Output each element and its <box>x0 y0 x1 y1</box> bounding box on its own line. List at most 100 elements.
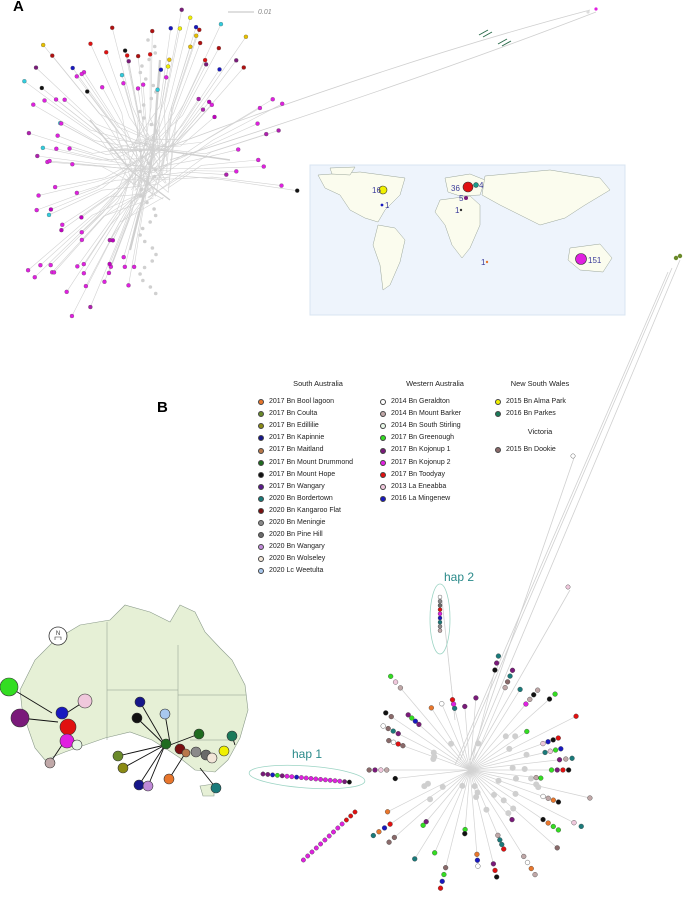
internal-node <box>139 187 144 192</box>
branch <box>141 107 261 150</box>
chain-tip <box>352 809 358 815</box>
internal-node <box>506 745 513 752</box>
legend-label: 2017 Bn Greenough <box>391 434 455 442</box>
hap1-tip <box>284 773 290 779</box>
branch-break-marks <box>478 29 512 47</box>
map-count: 1 <box>481 258 486 267</box>
branch <box>149 54 164 146</box>
tip <box>380 723 386 729</box>
legend-south-australia: South Australia 2017 Bn Bool lagoon 2017 B… <box>258 378 378 578</box>
tip <box>409 715 415 721</box>
sample-circle <box>55 706 69 720</box>
tip <box>395 741 401 747</box>
branch <box>90 179 142 308</box>
legend-label: 2020 Bn Bordertown <box>269 494 333 502</box>
branch <box>139 69 220 173</box>
tip <box>571 820 577 826</box>
branch <box>109 171 151 265</box>
sample-circle <box>160 738 172 750</box>
tip <box>462 703 468 710</box>
internal-node <box>145 200 149 205</box>
tip <box>64 289 69 294</box>
tip <box>521 853 527 860</box>
tip <box>212 114 217 120</box>
tip <box>563 756 569 762</box>
legend-swatch <box>258 399 264 406</box>
tip <box>85 89 90 94</box>
map-count: 36 <box>451 184 460 193</box>
branch <box>469 715 577 771</box>
branch <box>128 61 156 146</box>
hap2-tip <box>437 599 443 604</box>
svg-text:N: N <box>56 631 60 637</box>
tip <box>276 128 281 133</box>
tip <box>475 863 481 869</box>
branch <box>418 724 471 771</box>
tip <box>531 692 537 698</box>
hap2-tip <box>437 624 443 629</box>
tip <box>158 67 164 72</box>
sample-circle <box>133 779 145 791</box>
legend-swatch <box>258 411 264 418</box>
tip <box>547 748 553 754</box>
tip <box>193 24 199 30</box>
hap1-tip <box>279 773 285 779</box>
tip <box>126 283 131 288</box>
chain-tip <box>335 825 341 831</box>
branch <box>167 59 206 193</box>
sample-circle <box>0 677 19 697</box>
hap2-tip <box>437 628 443 633</box>
internal-node <box>502 733 509 740</box>
tip <box>555 735 561 741</box>
legend-swatch <box>258 568 264 575</box>
legend-item: 2014 Bn South Stirling <box>380 420 490 432</box>
branch <box>133 147 156 267</box>
internal-node <box>512 790 519 797</box>
tip <box>388 714 394 720</box>
tip <box>550 737 556 743</box>
tip <box>26 130 32 136</box>
hap1-label: hap 1 <box>292 747 322 761</box>
tip <box>502 685 508 691</box>
legend-item: 2017 Bn Coulta <box>258 408 378 420</box>
branch <box>76 177 170 194</box>
legend-swatch <box>380 459 386 466</box>
map-count: 151 <box>588 256 602 265</box>
tip <box>33 65 39 70</box>
branch <box>27 187 155 271</box>
tip <box>155 87 160 92</box>
tip <box>74 190 79 196</box>
tip <box>517 686 523 693</box>
hap1-tip <box>265 772 271 777</box>
tip <box>55 133 60 138</box>
internal-node <box>151 135 156 140</box>
internal-node <box>148 220 152 224</box>
tip <box>209 102 214 108</box>
tip <box>397 685 404 691</box>
tip <box>390 728 396 734</box>
internal-node <box>521 765 528 772</box>
branch <box>42 147 140 161</box>
branch <box>140 42 201 162</box>
internal-node <box>150 259 155 263</box>
branch <box>37 155 150 167</box>
branch <box>90 43 135 185</box>
tip <box>385 725 391 732</box>
branch <box>139 123 258 177</box>
branch <box>469 769 544 820</box>
legend-label: 2017 Bn Wangary <box>269 482 325 490</box>
internal-node <box>430 756 437 763</box>
internal-node <box>149 96 154 101</box>
legend-group-title: Western Australia <box>406 379 464 388</box>
tip <box>552 747 559 753</box>
tip <box>147 52 153 57</box>
tip <box>412 856 418 862</box>
tip <box>384 767 390 773</box>
australia-map: N <box>19 604 249 797</box>
legend-item: 2017 Bn Wangary <box>258 481 378 493</box>
legend-swatch <box>495 447 501 454</box>
chain-tip <box>322 837 328 843</box>
tip <box>432 850 438 856</box>
legend-item: 2017 Bn Maitland <box>258 444 378 456</box>
tip <box>264 131 269 137</box>
